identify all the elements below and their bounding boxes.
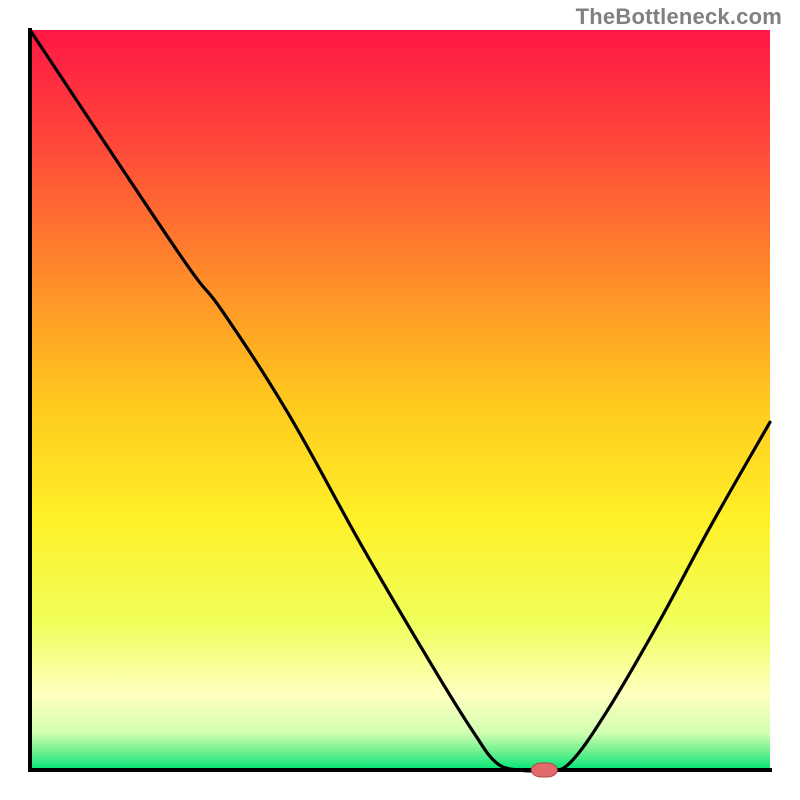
bottleneck-chart: [0, 0, 800, 800]
gradient-background: [30, 30, 770, 770]
watermark-text: TheBottleneck.com: [576, 4, 782, 30]
optimal-marker: [531, 763, 557, 777]
chart-container: TheBottleneck.com: [0, 0, 800, 800]
